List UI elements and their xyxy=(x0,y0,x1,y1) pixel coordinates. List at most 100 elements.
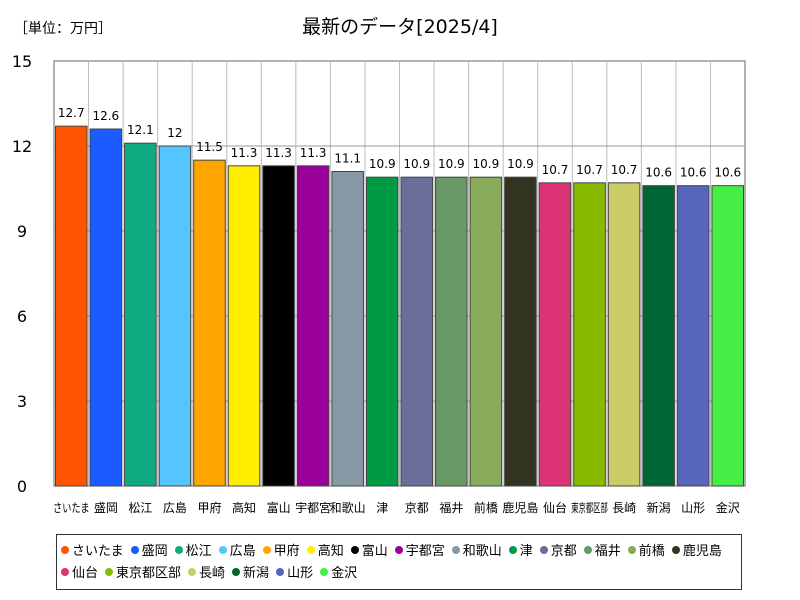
chart-title: 最新のデータ[2025/4] xyxy=(302,16,498,38)
legend-marker xyxy=(276,568,285,576)
bar xyxy=(435,176,468,487)
legend-label: 東京都区部 xyxy=(116,566,182,581)
legend-item: 松江 xyxy=(174,542,212,562)
legend-marker xyxy=(232,568,241,576)
bar-value-label: 12.6 xyxy=(92,109,119,123)
legend-item: 前橋 xyxy=(627,542,665,562)
legend-item: さいたま xyxy=(61,542,124,562)
chart-legend: さいたま 盛岡 松江 広島 甲府 高知 富山 宇都宮 和歌山 津 京都 福井 前橋 鹿児島仙台 東京都区部 長… xyxy=(56,534,742,590)
bar xyxy=(193,159,226,487)
legend-label: 長崎 xyxy=(199,566,226,581)
bar xyxy=(573,182,606,487)
legend-item: 山形 xyxy=(276,564,313,584)
legend-marker xyxy=(539,546,548,554)
x-tick-label: 和歌山 xyxy=(330,500,366,515)
bar xyxy=(642,185,675,487)
legend-item: 高知 xyxy=(306,542,344,562)
bar-value-label: 10.6 xyxy=(714,166,741,180)
legend-marker xyxy=(218,546,227,554)
bar-value-label: 10.7 xyxy=(576,163,603,177)
bar-value-label: 11.1 xyxy=(334,152,361,166)
bar-value-label: 11.3 xyxy=(300,146,327,160)
legend-item: 宇都宮 xyxy=(394,542,445,562)
x-tick-label: 金沢 xyxy=(716,500,740,515)
x-tick-label: 京都 xyxy=(405,501,429,515)
legend-label: 新潟 xyxy=(243,566,270,581)
bar-value-label: 10.6 xyxy=(645,166,672,180)
legend-item: 広島 xyxy=(218,542,256,562)
bar-value-label: 12.7 xyxy=(58,106,85,120)
legend-item: 金沢 xyxy=(320,564,357,584)
bar xyxy=(365,176,399,487)
bar xyxy=(711,185,745,487)
legend-marker xyxy=(394,546,403,554)
legend-marker xyxy=(671,546,680,554)
bar-value-label: 10.9 xyxy=(473,157,500,171)
bar-value-label: 10.9 xyxy=(438,157,465,171)
legend-item: 東京都区部 xyxy=(105,564,181,584)
x-tick-label: 前橋 xyxy=(474,500,498,515)
legend-label: 前橋 xyxy=(638,544,665,559)
x-tick-label: 鹿児島 xyxy=(502,500,538,515)
bar-chart: 0 3 6 9 12 15 12.7 さいたま 12.6 盛岡 12.1 松江 12 広島 11.5 甲府 11… xyxy=(12,52,746,515)
legend-item: 福井 xyxy=(583,542,621,562)
bar xyxy=(296,165,330,487)
bar-value-label: 12 xyxy=(167,126,182,140)
bar-value-label: 11.3 xyxy=(231,146,258,160)
legend-label: 金沢 xyxy=(331,566,358,581)
x-tick-label: 東京都区部 xyxy=(571,500,608,515)
legend-label: 富山 xyxy=(361,544,388,559)
bar-value-label: 10.6 xyxy=(680,166,707,180)
legend-item: 富山 xyxy=(350,542,388,562)
bar xyxy=(607,182,641,487)
legend-item: 鹿児島 xyxy=(671,542,722,562)
legend-label: 高知 xyxy=(317,544,344,559)
legend-item: 和歌山 xyxy=(451,542,502,562)
x-tick-label: 広島 xyxy=(163,500,187,515)
legend-marker xyxy=(262,546,271,554)
legend-marker xyxy=(451,546,460,554)
x-tick-label: さいたま xyxy=(53,501,90,515)
x-tick-label: 高知 xyxy=(232,500,256,515)
legend-label: 京都 xyxy=(550,544,577,559)
bar xyxy=(504,176,537,487)
legend-item: 仙台 xyxy=(61,564,98,584)
bar xyxy=(262,165,295,487)
y-tick-label: 12 xyxy=(12,137,32,156)
x-tick-label: 甲府 xyxy=(197,500,221,515)
legend-marker xyxy=(627,546,636,554)
legend-item: 京都 xyxy=(539,542,577,562)
y-tick-label: 3 xyxy=(17,392,27,411)
bar-value-label: 10.9 xyxy=(507,157,534,171)
bar xyxy=(400,176,434,487)
legend-item: 津 xyxy=(508,542,533,562)
x-tick-label: 津 xyxy=(376,501,388,515)
bar-value-label: 10.7 xyxy=(611,163,638,177)
x-tick-label: 富山 xyxy=(267,500,291,515)
y-tick-label: 6 xyxy=(17,307,27,326)
legend-label: 鹿児島 xyxy=(682,544,722,559)
legend-marker xyxy=(105,568,114,576)
bar-value-label: 12.1 xyxy=(127,123,154,137)
y-tick-label: 15 xyxy=(12,52,32,71)
legend-marker xyxy=(174,546,183,554)
legend-item: 甲府 xyxy=(262,542,300,562)
legend-label: さいたま xyxy=(72,544,124,559)
x-tick-label: 長崎 xyxy=(612,501,636,515)
bar xyxy=(469,176,503,487)
bar-value-label: 10.9 xyxy=(403,157,430,171)
legend-item: 新潟 xyxy=(232,564,269,584)
x-tick-label: 松江 xyxy=(128,501,152,515)
legend-label: 広島 xyxy=(229,544,256,559)
legend-item: 長崎 xyxy=(188,564,225,584)
legend-item: 盛岡 xyxy=(130,542,168,562)
legend-label: 山形 xyxy=(287,566,314,581)
x-tick-label: 盛岡 xyxy=(94,500,118,515)
legend-marker xyxy=(61,568,69,576)
bar-value-label: 10.7 xyxy=(542,163,569,177)
bar xyxy=(538,182,572,487)
unit-label: ［単位：万円］ xyxy=(14,21,112,37)
legend-label: 盛岡 xyxy=(141,544,168,559)
legend-marker xyxy=(508,546,517,554)
bar xyxy=(124,142,157,487)
